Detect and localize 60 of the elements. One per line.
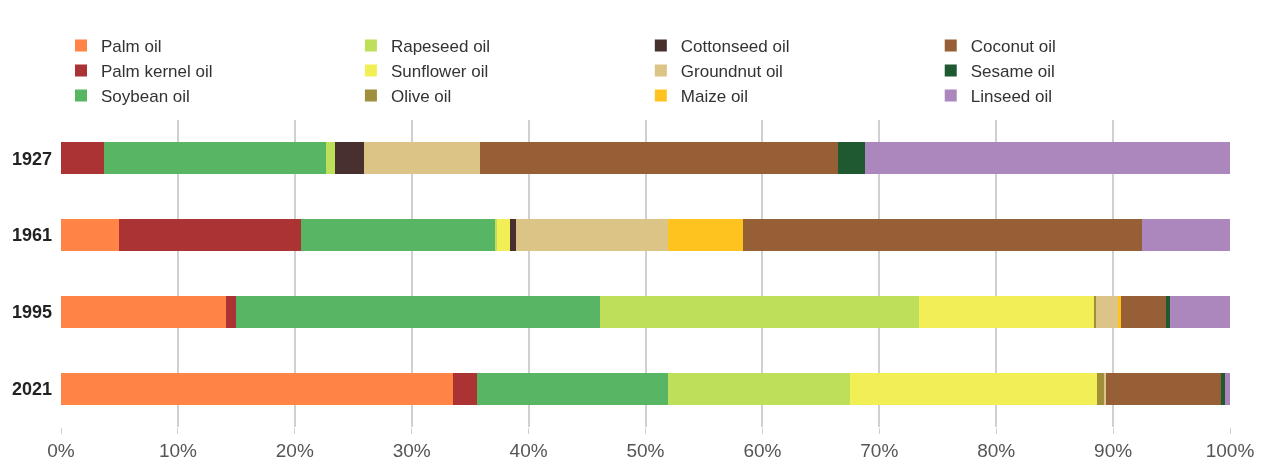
bar	[1095, 295, 1118, 328]
bar	[326, 142, 335, 175]
x-tick-label: 100%	[1205, 439, 1255, 461]
legend-label: Soybean oil	[101, 87, 190, 107]
bar	[61, 142, 105, 175]
bar	[1142, 219, 1230, 252]
bar	[363, 142, 480, 175]
bar	[61, 219, 120, 252]
bar	[667, 372, 851, 405]
bar	[61, 372, 453, 405]
legend-label: Palm oil	[101, 37, 162, 57]
bar	[1096, 372, 1104, 405]
legend-label: Coconut oil	[970, 37, 1056, 57]
bar	[919, 295, 1095, 328]
bar	[104, 142, 327, 175]
bar	[515, 219, 668, 252]
x-tick-label: 50%	[626, 439, 665, 461]
legend-label: Rapeseed oil	[390, 37, 491, 57]
x-tick-label: 60%	[743, 439, 782, 461]
y-tick-label: 1995	[11, 302, 52, 323]
y-tick-label: 2021	[11, 378, 52, 399]
x-tick-label: 80%	[977, 439, 1016, 461]
x-tick-label: 90%	[1094, 439, 1133, 461]
bar	[509, 219, 516, 252]
legend-label: Sesame oil	[970, 62, 1055, 82]
legend-label: Olive oil	[390, 87, 452, 107]
bar	[452, 372, 478, 405]
bar	[1106, 372, 1221, 405]
x-tick-label: 0%	[47, 439, 75, 461]
legend-label: Linseed oil	[970, 87, 1053, 107]
bar	[119, 219, 301, 252]
legend-label: Maize oil	[680, 87, 748, 107]
bar	[236, 295, 600, 328]
bar	[61, 295, 226, 328]
legend-label: Groundnut oil	[680, 62, 783, 82]
legend-label: Palm kernel oil	[101, 62, 213, 82]
bar	[1121, 295, 1166, 328]
x-tick-label: 70%	[860, 439, 899, 461]
bar	[300, 219, 495, 252]
bar	[838, 142, 866, 175]
legend-label: Sunflower oil	[390, 62, 489, 82]
bar	[1170, 295, 1230, 328]
bar	[225, 295, 237, 328]
x-tick-label: 40%	[509, 439, 548, 461]
bar	[667, 219, 743, 252]
y-tick-label: 1927	[11, 148, 52, 169]
bar	[497, 219, 510, 252]
bar	[850, 372, 1097, 405]
bar	[479, 142, 839, 175]
y-tick-label: 1961	[11, 225, 52, 246]
bar	[742, 219, 1143, 252]
bar	[477, 372, 668, 405]
bar	[599, 295, 920, 328]
x-tick-label: 10%	[158, 439, 198, 461]
x-tick-label: 20%	[275, 439, 314, 461]
bar	[865, 142, 1230, 175]
x-tick-label: 30%	[392, 439, 431, 461]
legend-label: Cottonseed oil	[680, 37, 790, 57]
bar	[1225, 372, 1230, 405]
bar	[334, 142, 364, 175]
